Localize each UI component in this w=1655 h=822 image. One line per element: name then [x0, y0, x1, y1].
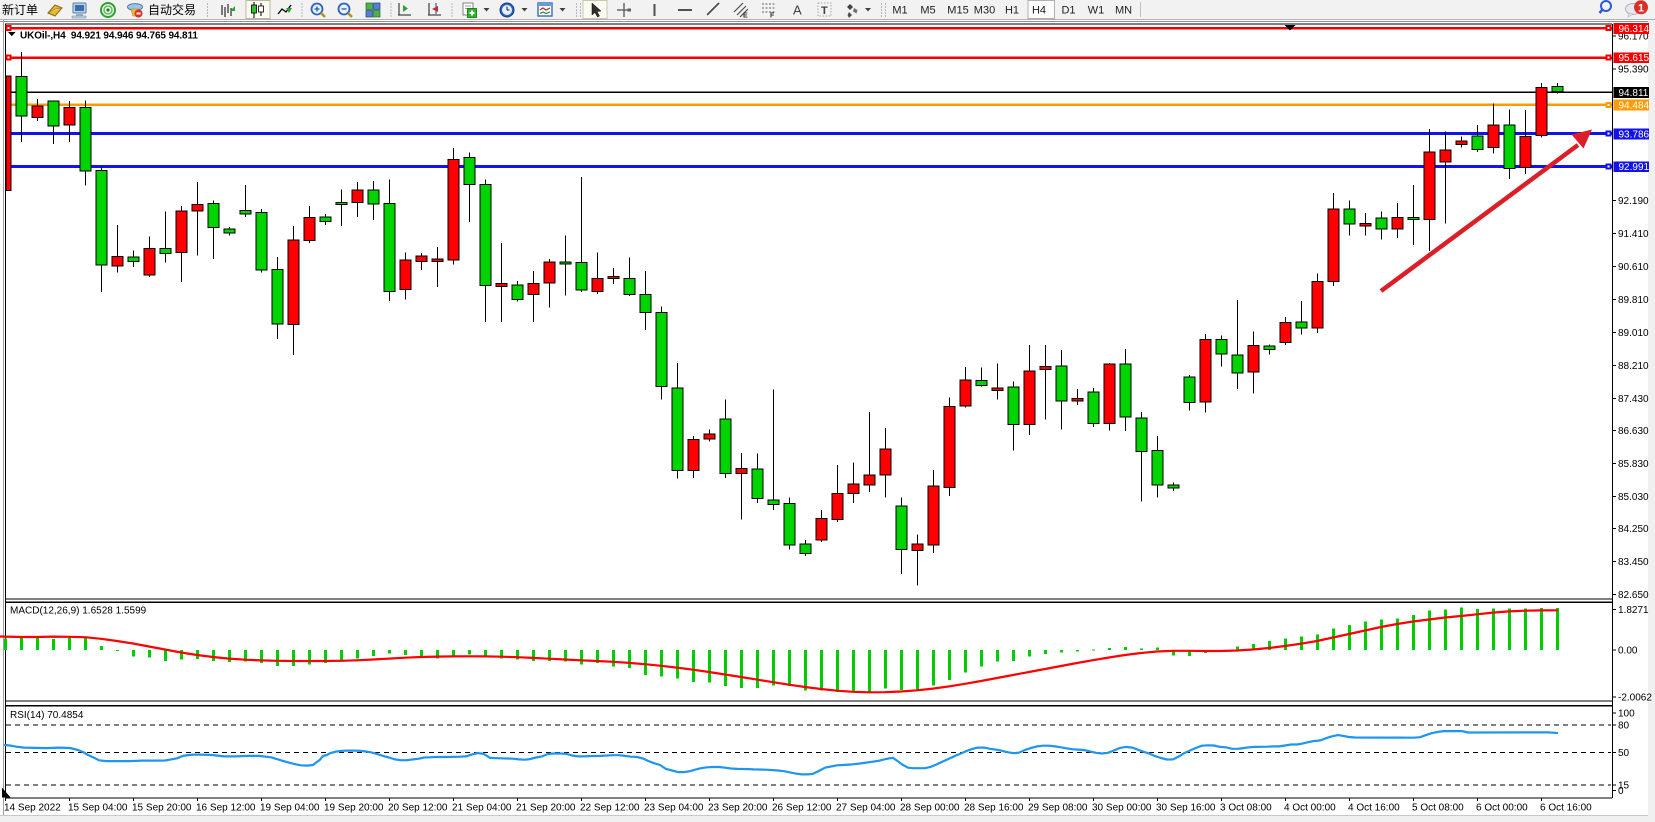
svg-text:94.811: 94.811	[1619, 88, 1649, 99]
svg-text:E: E	[743, 13, 748, 20]
svg-text:30 Sep 00:00: 30 Sep 00:00	[1092, 803, 1152, 814]
svg-text:91.410: 91.410	[1618, 229, 1649, 240]
svg-text:26 Sep 12:00: 26 Sep 12:00	[772, 803, 832, 814]
svg-text:21 Sep 20:00: 21 Sep 20:00	[516, 803, 576, 814]
svg-text:0: 0	[1618, 786, 1624, 797]
svg-text:6 Oct 00:00: 6 Oct 00:00	[1476, 803, 1528, 814]
svg-text:F: F	[770, 13, 775, 20]
svg-text:D1: D1	[1061, 5, 1075, 17]
svg-text:29 Sep 08:00: 29 Sep 08:00	[1028, 803, 1088, 814]
svg-text:16 Sep 12:00: 16 Sep 12:00	[196, 803, 256, 814]
svg-text:1: 1	[1638, 2, 1644, 14]
svg-text:90.610: 90.610	[1618, 262, 1649, 273]
svg-text:23 Sep 20:00: 23 Sep 20:00	[708, 803, 768, 814]
svg-text:89.010: 89.010	[1618, 328, 1649, 339]
svg-text:T: T	[821, 5, 828, 17]
svg-text:86.630: 86.630	[1618, 426, 1649, 437]
svg-text:100: 100	[1618, 708, 1635, 719]
svg-text:UKOil-,H4 94.921 94.946 94.76: UKOil-,H4 94.921 94.946 94.765 94.811	[20, 30, 198, 41]
svg-text:H1: H1	[1005, 5, 1019, 17]
svg-text:5 Oct 08:00: 5 Oct 08:00	[1412, 803, 1464, 814]
svg-text:0.00: 0.00	[1618, 646, 1638, 657]
svg-text:84.250: 84.250	[1618, 524, 1649, 535]
svg-text:96.314: 96.314	[1619, 24, 1650, 35]
svg-text:27 Sep 04:00: 27 Sep 04:00	[836, 803, 896, 814]
svg-text:94.484: 94.484	[1619, 100, 1650, 111]
svg-text:14 Sep 2022: 14 Sep 2022	[4, 803, 61, 814]
svg-text:MN: MN	[1115, 5, 1132, 17]
svg-text:M30: M30	[974, 5, 995, 17]
svg-text:-2.0062: -2.0062	[1618, 692, 1652, 703]
svg-text:21 Sep 04:00: 21 Sep 04:00	[452, 803, 512, 814]
svg-text:80: 80	[1618, 721, 1630, 732]
svg-text:92.190: 92.190	[1618, 196, 1649, 207]
svg-text:4 Oct 00:00: 4 Oct 00:00	[1284, 803, 1336, 814]
svg-text:82.650: 82.650	[1618, 590, 1649, 601]
svg-text:新订单: 新订单	[2, 2, 38, 17]
svg-text:87.430: 87.430	[1618, 394, 1649, 405]
svg-text:30 Sep 16:00: 30 Sep 16:00	[1156, 803, 1216, 814]
svg-text:自动交易: 自动交易	[148, 2, 196, 17]
svg-text:M5: M5	[920, 5, 935, 17]
svg-text:MACD(12,26,9) 1.6528 1.5599: MACD(12,26,9) 1.6528 1.5599	[10, 606, 147, 617]
svg-text:89.810: 89.810	[1618, 295, 1649, 306]
svg-text:15: 15	[1618, 780, 1630, 791]
svg-text:3 Oct 08:00: 3 Oct 08:00	[1220, 803, 1272, 814]
svg-text:RSI(14) 70.4854: RSI(14) 70.4854	[10, 710, 84, 721]
svg-text:93.786: 93.786	[1619, 129, 1650, 140]
svg-text:28 Sep 16:00: 28 Sep 16:00	[964, 803, 1024, 814]
svg-text:M1: M1	[892, 5, 907, 17]
svg-text:22 Sep 12:00: 22 Sep 12:00	[580, 803, 640, 814]
svg-text:23 Sep 04:00: 23 Sep 04:00	[644, 803, 704, 814]
svg-text:50: 50	[1618, 748, 1630, 759]
svg-text:92.991: 92.991	[1619, 162, 1650, 173]
svg-text:28 Sep 00:00: 28 Sep 00:00	[900, 803, 960, 814]
svg-text:85.030: 85.030	[1618, 492, 1649, 503]
svg-text:A: A	[793, 3, 802, 18]
svg-text:1.8271: 1.8271	[1618, 605, 1649, 616]
svg-text:W1: W1	[1088, 5, 1105, 17]
svg-text:15 Sep 20:00: 15 Sep 20:00	[132, 803, 192, 814]
svg-text:95.615: 95.615	[1619, 53, 1650, 64]
svg-text:95.390: 95.390	[1618, 64, 1649, 75]
svg-text:88.210: 88.210	[1618, 361, 1649, 372]
svg-text:19 Sep 04:00: 19 Sep 04:00	[260, 803, 320, 814]
svg-text:85.830: 85.830	[1618, 459, 1649, 470]
svg-text:4 Oct 16:00: 4 Oct 16:00	[1348, 803, 1400, 814]
svg-text:H4: H4	[1032, 5, 1046, 17]
svg-text:19 Sep 20:00: 19 Sep 20:00	[324, 803, 384, 814]
svg-text:6 Oct 16:00: 6 Oct 16:00	[1540, 803, 1592, 814]
svg-text:20 Sep 12:00: 20 Sep 12:00	[388, 803, 448, 814]
svg-text:M15: M15	[947, 5, 968, 17]
svg-text:15 Sep 04:00: 15 Sep 04:00	[68, 803, 128, 814]
svg-text:83.450: 83.450	[1618, 557, 1649, 568]
svg-text:96.170: 96.170	[1618, 32, 1649, 43]
